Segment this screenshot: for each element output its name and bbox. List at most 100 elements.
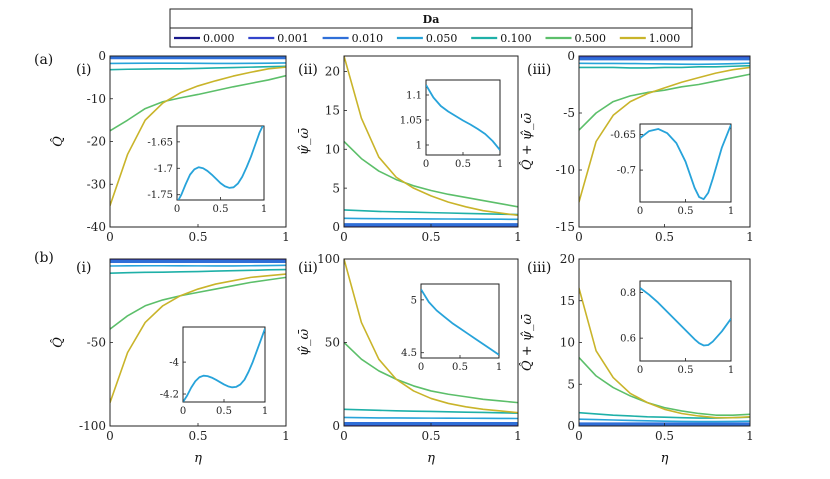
x-tick-label: 1 — [496, 362, 502, 373]
inset-frame — [425, 79, 501, 156]
series-line-0.500 — [579, 73, 750, 131]
panel-b2: 0 0.5 1 0 50 100(ii) ψ̂_ω̄ η 0 0.5 1 4.5 5 — [297, 252, 522, 466]
x-tick-label: 0 — [340, 429, 348, 443]
inset-line — [426, 84, 500, 151]
panel-label: (iii) — [527, 260, 551, 276]
x-tick-label: 0.5 — [655, 230, 674, 244]
legend-label: 0.001 — [277, 32, 309, 45]
series-line-0.050 — [579, 418, 750, 423]
inset-line — [183, 328, 265, 402]
series-line-0.100 — [110, 268, 286, 274]
x-tick-label: 1 — [728, 206, 734, 217]
y-tick-label: 20 — [325, 65, 340, 79]
y-tick-label: 5 — [332, 181, 340, 195]
y-tick-label: 50 — [325, 336, 340, 350]
inset-frame — [176, 125, 265, 201]
panel-b1: 0 0.5 1 -100 -50 (i) Q̂ η 0 0.5 1 -4.2 -4 — [50, 258, 290, 466]
inset-a3: 0 0.5 1 -0.7 -0.65 — [610, 123, 734, 217]
x-tick-label: 1 — [514, 429, 522, 443]
legend-entries: 0.000 0.001 0.010 0.050 0.100 0.500 1.000 — [174, 32, 680, 45]
y-tick-label: -100 — [79, 419, 106, 433]
y-tick-label: -20 — [87, 135, 106, 149]
row-label-b: (b) — [34, 250, 54, 266]
legend-label: 1.000 — [649, 32, 681, 45]
x-axis-label: η — [661, 451, 669, 466]
legend-label: 0.500 — [575, 32, 607, 45]
series-line-0.500 — [344, 341, 518, 404]
inset-line — [177, 126, 264, 200]
x-tick-label: 0 — [575, 429, 583, 443]
x-tick-label: 1 — [746, 230, 754, 244]
y-tick-label: 1 — [416, 141, 422, 152]
y-tick-label: 4.5 — [401, 348, 417, 359]
panel-label: (iii) — [527, 62, 551, 78]
x-tick-label: 1 — [282, 429, 290, 443]
series-line-1.000 — [110, 66, 286, 207]
legend-label: 0.010 — [352, 32, 384, 45]
series-line-0.500 — [110, 74, 286, 132]
series-line-0.100 — [579, 64, 750, 69]
series-line-0.500 — [579, 356, 750, 416]
x-tick-label: 0 — [637, 365, 643, 376]
x-tick-label: 0.5 — [455, 159, 471, 170]
y-tick-label: 10 — [325, 142, 340, 156]
x-tick-label: 0 — [575, 230, 583, 244]
y-tick-label: 0 — [332, 419, 340, 433]
series-line-0.500 — [110, 276, 286, 330]
x-tick-label: 1 — [282, 230, 290, 244]
panel-a1: 0 0.5 1 -40 -30 -20 -10 0 (i) Q̂ 0 0.5 1 -1.75 -1.7 -1.… — [50, 49, 290, 244]
y-tick-label: -4.2 — [160, 390, 179, 401]
y-tick-label: -0.7 — [617, 166, 636, 177]
y-tick-label: 0 — [98, 49, 106, 63]
x-tick-label: 0.5 — [421, 429, 440, 443]
y-tick-label: -4 — [169, 358, 179, 369]
y-axis-label: Q̂ — [50, 136, 66, 147]
inset-b3: 0 0.5 1 0.6 0.8 — [620, 280, 734, 376]
y-tick-label: 0 — [332, 220, 340, 234]
y-axis-label: Q̂ — [50, 337, 66, 348]
y-axis-label: ψ̂_ω̄ — [297, 328, 312, 356]
series-line-0.100 — [344, 408, 518, 414]
series-line-1.000 — [344, 259, 518, 414]
panel-label: (i) — [76, 260, 91, 276]
legend-label: 0.000 — [203, 32, 235, 45]
x-tick-label: 0 — [106, 429, 114, 443]
y-tick-label: -40 — [87, 220, 106, 234]
series-line-1.000 — [579, 287, 750, 419]
panel-a3: 0 0.5 1 -15 -10 -5 0 (iii) Q̂ + ψ̂_ω̄ 0 0.5 1 -0.7 -0… — [519, 49, 754, 244]
y-tick-label: -10 — [87, 92, 106, 106]
y-tick-label: 0.6 — [620, 334, 636, 345]
y-tick-label: 5 — [567, 377, 575, 391]
x-tick-label: 0 — [423, 159, 429, 170]
y-tick-label: -10 — [556, 163, 575, 177]
x-tick-label: 0.5 — [213, 204, 229, 215]
series-line-1.000 — [110, 273, 286, 404]
y-tick-label: -50 — [87, 336, 106, 350]
legend-title: Da — [423, 13, 440, 26]
series-group — [110, 259, 286, 404]
row-label-a: (a) — [34, 52, 53, 68]
y-axis-label: Q̂ + ψ̂_ω̄ — [519, 113, 535, 171]
x-axis-label: η — [194, 451, 202, 466]
y-tick-label: 15 — [325, 104, 340, 118]
x-tick-label: 0.5 — [188, 429, 207, 443]
series-line-1.000 — [579, 66, 750, 203]
y-tick-label: 10 — [560, 336, 575, 350]
y-tick-label: -1.65 — [147, 137, 173, 148]
x-tick-label: 1 — [497, 159, 503, 170]
y-tick-label: 0 — [567, 419, 575, 433]
series-line-0.050 — [344, 416, 518, 420]
y-tick-label: -1.75 — [147, 190, 173, 201]
legend: Da 0.000 0.001 0.010 0.050 0.100 0.500 1.000 — [169, 8, 693, 48]
y-tick-label: 1.05 — [400, 116, 422, 127]
y-tick-label: -5 — [563, 106, 575, 120]
y-tick-label: -15 — [556, 220, 575, 234]
inset-b2: 0 0.5 1 4.5 5 — [401, 283, 502, 373]
panel-label: (i) — [76, 62, 91, 78]
x-tick-label: 0.5 — [421, 230, 440, 244]
inset-a2: 0 0.5 1 1 1.05 1.1 — [400, 79, 503, 170]
x-tick-label: 0.5 — [655, 429, 674, 443]
x-tick-label: 1 — [261, 204, 267, 215]
